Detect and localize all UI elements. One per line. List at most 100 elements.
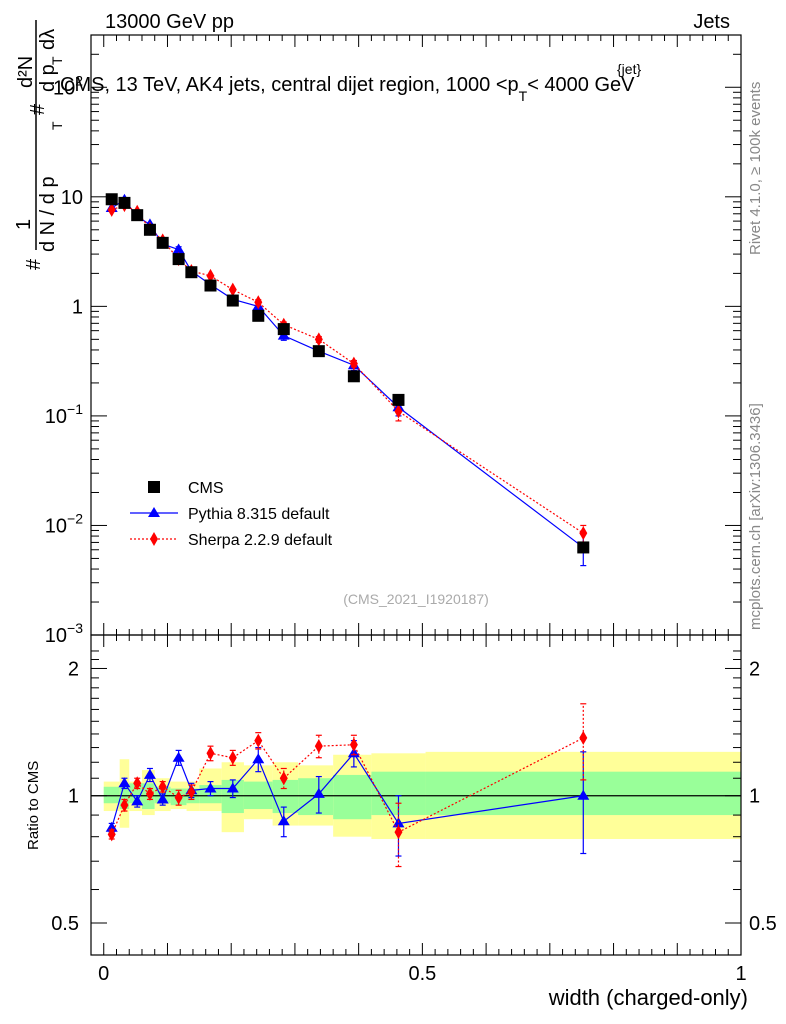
ratio-sherpa-point [349,737,358,752]
cms-point [118,196,131,209]
ratio-y-tick-label: 0.5 [51,913,79,935]
svg-text:#: # [23,258,45,270]
cms-point [312,345,325,358]
cms-point [131,209,144,222]
ratio-pythia-point [172,751,185,762]
sherpa-point [206,268,215,283]
ratio-pythia-point [204,782,217,793]
main-y-tick-labels: 10−3 10−2 10−1 1 10 102 [45,72,83,647]
legend: CMS Pythia 8.315 default Sherpa 2.2.9 de… [130,480,333,549]
ratio-y-tick-label-right: 1 [749,786,760,808]
svg-text:T: T [49,121,65,130]
ratio-sherpa-point [145,786,154,801]
ratio-y-tick-label: 1 [68,786,79,808]
ratio-series-layer [105,703,590,868]
main-y-tick-label: 10−3 [45,620,83,647]
ratio-sherpa-point [228,750,237,765]
chart-title: CMS, 13 TeV, AK4 jets, central dijet reg… [60,74,635,104]
main-panel: 10−3 10−2 10−1 1 10 102 CMS, 13 TeV, AK4 jets… [13,20,742,647]
ratio-y-tick-label-right: 2 [749,658,760,680]
sherpa-point [107,202,116,217]
x-tick-label: 1 [735,963,746,985]
rivet-label: Rivet 4.1.0, ≥ 100k events [747,82,764,255]
chart-title-superscript: {jet} [617,61,641,77]
ratio-sherpa-point [279,771,288,786]
x-tick-label: 0.5 [408,963,436,985]
legend-pythia-label: Pythia 8.315 default [188,506,330,523]
ratio-sherpa-point [394,825,403,840]
ratio-pythia-point [252,753,265,764]
svg-text:#: # [27,103,49,115]
header-right: Jets [693,11,730,33]
legend-sherpa-label: Sherpa 2.2.9 default [188,532,333,549]
legend-sherpa-marker [150,532,158,546]
ratio-sherpa-point [107,827,116,842]
svg-text:dλ: dλ [37,29,59,50]
svg-text:d²N: d²N [15,56,37,88]
ratio-band-inner [272,779,299,814]
ratio-sherpa-point [174,790,183,805]
svg-text:d p: d p [37,64,59,92]
cms-point [105,193,118,206]
ratio-pythia-point [226,782,239,793]
ratio-pythia-point [118,777,131,788]
cms-point [172,253,185,266]
ratio-tick-marks [91,635,742,955]
cms-point [347,370,360,383]
ratio-y-label: Ratio to CMS [25,761,42,850]
ratio-pythia-point [131,795,144,806]
ratio-sherpa-point [254,733,263,748]
cms-point [252,309,265,322]
ratio-sherpa-point [120,798,129,813]
sherpa-point [349,356,358,371]
cms-point [392,393,405,406]
mcplots-label: mcplots.cern.ch [arXiv:1306.3436] [747,403,764,630]
sherpa-point [579,526,588,541]
ratio-pythia-point [105,821,118,832]
main-series-layer [105,193,590,567]
ratio-y-tick-label-right: 0.5 [749,913,777,935]
ratio-sherpa-point [187,785,196,800]
ratio-sherpa-point [158,779,167,794]
sherpa-point [228,282,237,297]
legend-pythia-marker [148,507,160,517]
main-y-tick-label: 10 [61,187,83,209]
ratio-band-inner [119,785,130,810]
legend-cms-label: CMS [188,480,224,497]
x-tick-label: 0 [98,963,109,985]
ratio-pythia-point [312,787,325,798]
ratio-sherpa-point [579,730,588,745]
ratio-sherpa-point [133,776,142,791]
sherpa-point [254,295,263,310]
ratio-frame [90,634,742,956]
header-left: 13000 GeV pp [105,11,234,33]
cms-point [143,223,156,236]
ratio-band-inner [333,774,372,820]
ratio-sherpa-point [206,746,215,761]
ratio-y-tick-label: 2 [68,658,79,680]
ratio-panel: 0.5 0.51 12 2 0 0.5 1 Ratio to CMS width (cha… [25,634,777,1010]
ratio-band-inner [103,786,120,804]
x-axis-label: width (charged-only) [548,985,748,1010]
main-y-tick-label: 102 [53,72,83,99]
x-tick-labels: 0 0.5 1 [98,963,746,985]
ratio-pythia-point [277,815,290,826]
sherpa-point [394,404,403,419]
ratio-y-tick-labels: 0.5 0.5 1 1 2 2 [51,658,777,935]
cms-point [156,236,169,249]
svg-text:T: T [49,56,65,65]
pythia-point [172,243,185,254]
main-y-tick-label: 1 [72,296,83,318]
main-y-label: # 1 d N / d p T # d²N d p T dλ [13,20,65,270]
ratio-pythia-point [156,793,169,804]
cms-point [204,279,217,292]
main-y-tick-label: 10−2 [45,510,83,537]
ratio-pythia-point [143,768,156,779]
cms-point [577,541,590,554]
cms-point [226,294,239,307]
svg-text:d N / d p: d N / d p [37,176,59,252]
analysis-watermark: (CMS_2021_I1920187) [343,591,489,607]
svg-text:1: 1 [13,219,35,230]
sherpa-point [314,332,323,347]
